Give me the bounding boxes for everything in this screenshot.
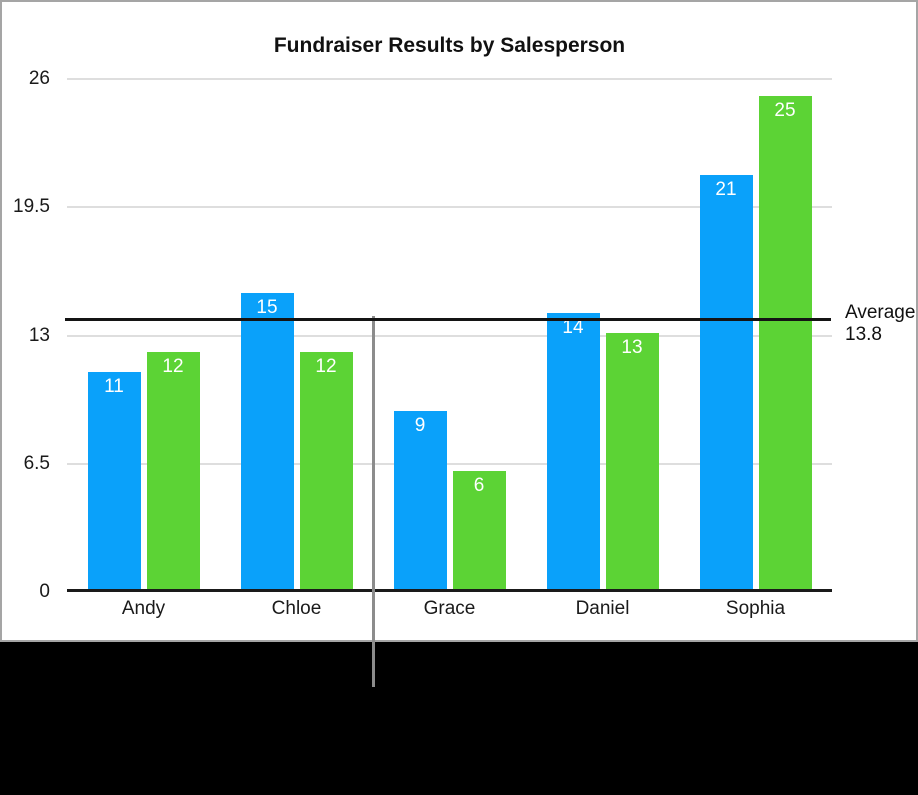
bar-series-blue-andy: 11: [87, 371, 141, 589]
bottom-black-region: [0, 642, 918, 795]
bar-series-green-daniel: 13: [605, 332, 659, 589]
category-label-daniel: Daniel: [575, 598, 630, 619]
bar-value-label: 12: [315, 356, 337, 378]
bar-series-blue-sophia: 21: [699, 174, 753, 589]
y-tick-label: 26: [28, 68, 50, 89]
chart-card: Fundraiser Results by Salesperson 11 12 15…: [0, 0, 918, 642]
bar-value-label: 21: [715, 178, 737, 200]
category-label-andy: Andy: [121, 598, 166, 619]
average-value-text: 13.8: [845, 324, 882, 345]
bar-value-label: 6: [473, 474, 485, 496]
bar-value-label: 14: [562, 316, 584, 338]
bar-value-label: 12: [162, 356, 184, 378]
y-tick-label: 0: [39, 581, 50, 602]
y-tick-label: 19.5: [13, 196, 50, 218]
gridline: [67, 78, 832, 80]
plot-area: 11 12 15 12 9 6 14 13 21 25: [67, 78, 832, 592]
category-label-chloe: Chloe: [271, 598, 322, 619]
bar-series-green-andy: 12: [146, 352, 200, 589]
bar-series-green-chloe: 12: [299, 352, 353, 589]
bar-value-label: 11: [104, 375, 124, 397]
bar-value-label: 25: [774, 99, 796, 121]
bar-value-label: 13: [621, 336, 643, 358]
y-tick-label: 6.5: [23, 452, 50, 474]
bar-series-blue-daniel: 14: [546, 312, 600, 589]
bar-series-green-sophia: 25: [758, 95, 812, 589]
bar-series-green-grace: 6: [452, 470, 506, 589]
bar-series-blue-grace: 9: [393, 411, 447, 589]
bar-series-blue-chloe: 15: [240, 293, 294, 589]
chart-title: Fundraiser Results by Salesperson: [273, 34, 626, 57]
gridline: [67, 206, 832, 209]
gridline: [67, 334, 832, 337]
average-line-label: Average 13.8: [845, 302, 915, 346]
gridline: [67, 462, 832, 465]
average-line: [65, 318, 831, 321]
bar-value-label: 15: [256, 297, 278, 319]
bar-value-label: 9: [414, 415, 426, 437]
category-label-grace: Grace: [423, 598, 476, 619]
vertical-guideline: [372, 316, 375, 687]
category-label-sophia: Sophia: [725, 598, 786, 619]
average-label-text: Average: [845, 302, 916, 323]
y-tick-label: 13: [28, 324, 50, 346]
